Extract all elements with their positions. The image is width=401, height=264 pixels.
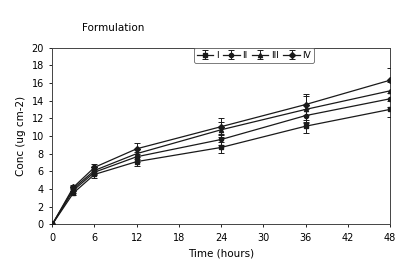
Text: Formulation: Formulation (82, 23, 144, 33)
X-axis label: Time (hours): Time (hours) (188, 248, 253, 258)
Y-axis label: Conc (ug cm-2): Conc (ug cm-2) (16, 96, 26, 176)
Legend: I, II, III, IV: I, II, III, IV (194, 48, 314, 63)
